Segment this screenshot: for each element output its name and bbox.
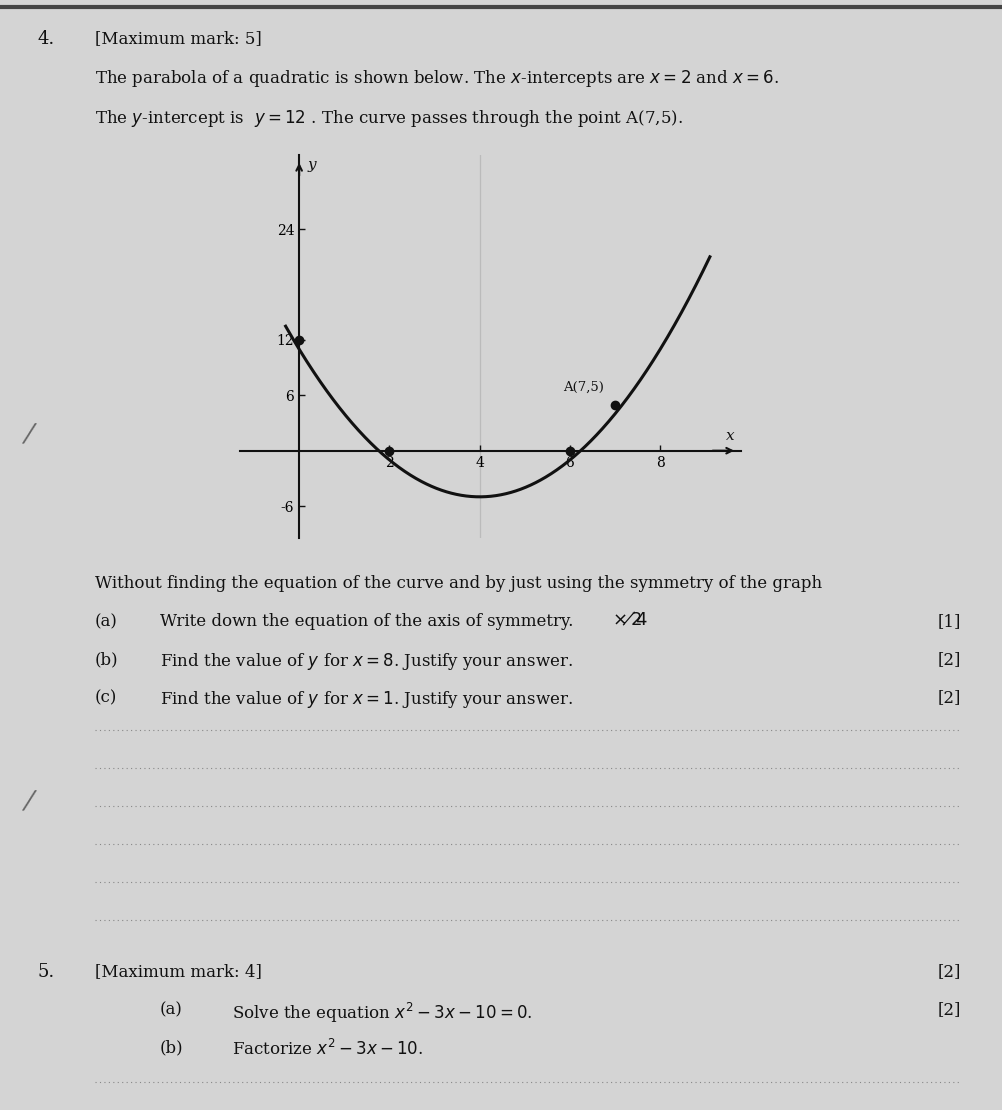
- Text: (a): (a): [95, 613, 118, 630]
- Text: Solve the equation $x^2 - 3x - 10 = 0$.: Solve the equation $x^2 - 3x - 10 = 0$.: [232, 1001, 532, 1026]
- Text: $\times\,2\!\!\not{4}$: $\times\,2\!\!\not{4}$: [612, 610, 648, 629]
- Text: Factorize $x^2 - 3x - 10$.: Factorize $x^2 - 3x - 10$.: [232, 1039, 423, 1059]
- Text: /: /: [22, 787, 33, 813]
- Text: The $y$-intercept is  $y = 12$ . The curve passes through the point A(7,5).: The $y$-intercept is $y = 12$ . The curv…: [95, 108, 683, 129]
- Text: y: y: [308, 159, 316, 172]
- Text: 4.: 4.: [38, 30, 55, 48]
- Text: Find the value of $y$ for $x = 8$. Justify your answer.: Find the value of $y$ for $x = 8$. Justi…: [160, 650, 573, 672]
- Text: [2]: [2]: [938, 963, 961, 980]
- Text: [Maximum mark: 5]: [Maximum mark: 5]: [95, 30, 262, 47]
- Text: (a): (a): [160, 1001, 183, 1018]
- Text: [2]: [2]: [938, 689, 961, 706]
- Text: [Maximum mark: 4]: [Maximum mark: 4]: [95, 963, 262, 980]
- Text: x: x: [725, 428, 734, 443]
- Text: [2]: [2]: [938, 1001, 961, 1018]
- Text: [2]: [2]: [938, 650, 961, 668]
- Text: The parabola of a quadratic is shown below. The $x$-intercepts are $x = 2$ and $: The parabola of a quadratic is shown bel…: [95, 68, 780, 89]
- Text: (c): (c): [95, 689, 117, 706]
- Text: (b): (b): [95, 650, 118, 668]
- Text: [1]: [1]: [938, 613, 961, 630]
- Text: Find the value of $y$ for $x = 1$. Justify your answer.: Find the value of $y$ for $x = 1$. Justi…: [160, 689, 573, 710]
- Text: Without finding the equation of the curve and by just using the symmetry of the : Without finding the equation of the curv…: [95, 575, 822, 592]
- Text: (b): (b): [160, 1039, 183, 1056]
- Text: /: /: [22, 421, 33, 446]
- Text: A(7,5): A(7,5): [563, 381, 604, 394]
- Text: 5.: 5.: [38, 963, 55, 981]
- Text: Write down the equation of the axis of symmetry.: Write down the equation of the axis of s…: [160, 613, 573, 630]
